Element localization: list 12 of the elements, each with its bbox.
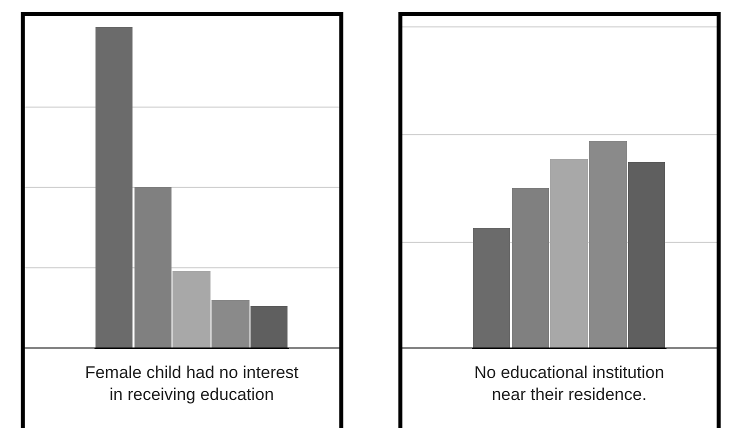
bar	[512, 188, 550, 348]
bar	[212, 300, 250, 348]
bar	[550, 159, 588, 348]
bar	[589, 141, 628, 348]
x-axis-title: No educational institution near their residence.	[474, 362, 664, 404]
bar	[172, 271, 211, 348]
bar	[628, 162, 666, 348]
bar	[473, 228, 510, 348]
bar	[250, 306, 288, 348]
bar	[96, 27, 133, 348]
x-axis-title: Female child had no interest in receiving education	[84, 362, 299, 404]
bar	[134, 187, 172, 348]
